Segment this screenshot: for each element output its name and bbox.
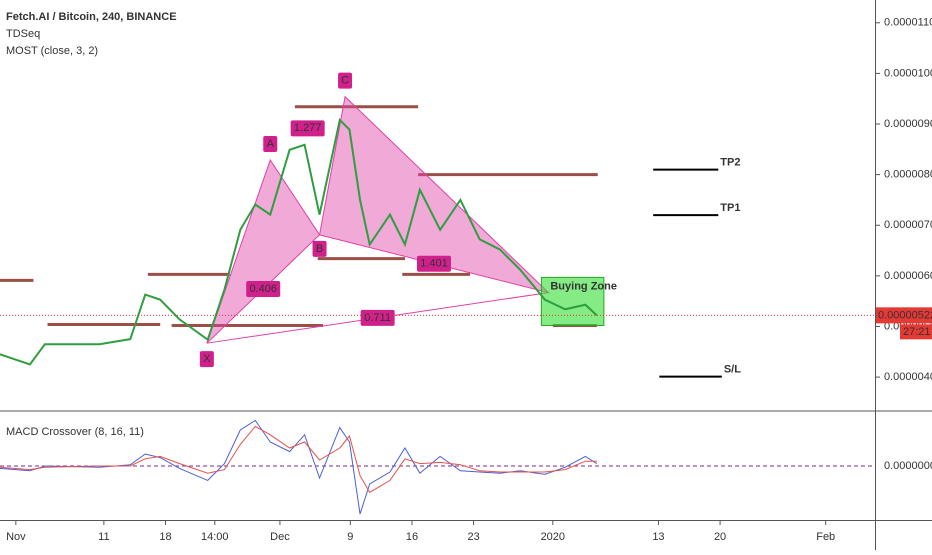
y-tick-label: 0.00000700 xyxy=(884,219,932,231)
y-tick-label: 0.00000900 xyxy=(884,118,932,130)
ratio-box xyxy=(360,309,395,326)
buying-zone xyxy=(540,276,605,326)
last-price-box xyxy=(876,307,932,324)
indicator-label: MOST (close, 3, 2) xyxy=(6,45,98,57)
x-tick-label: 13 xyxy=(652,531,664,543)
ratio-box xyxy=(246,281,281,298)
y-tick-label: 0.00001000 xyxy=(884,67,932,79)
x-tick-label: Feb xyxy=(816,531,835,543)
ratio-box xyxy=(290,120,325,137)
y-tick-label: 0.00001100 xyxy=(884,17,932,29)
target-label: TP2 xyxy=(720,156,740,168)
macd-line xyxy=(0,419,598,515)
macd-title: MACD Crossover (8, 16, 11) xyxy=(6,426,144,438)
last-price-label: 0.00000522 xyxy=(878,309,932,321)
x-tick-label: 14:00 xyxy=(201,531,229,543)
x-tick-label: Nov xyxy=(6,531,26,543)
y-tick-label: 0.00000400 xyxy=(884,371,932,383)
x-tick-label: 20 xyxy=(714,531,726,543)
macd-line xyxy=(0,425,597,494)
ratio-label: 0.406 xyxy=(249,283,277,295)
x-tick-label: 11 xyxy=(98,531,109,543)
y-tick-label: 0.00000000 xyxy=(884,460,932,472)
x-tick-label: Dec xyxy=(270,531,290,543)
countdown: 27:21 xyxy=(903,326,931,338)
target-label: TP1 xyxy=(720,202,740,214)
point-label: B xyxy=(316,243,323,255)
point-label-box xyxy=(199,351,214,368)
x-tick-label: 18 xyxy=(159,531,171,543)
point-label: A xyxy=(267,138,275,150)
chart-title: Fetch.AI / Bitcoin, 240, BINANCE xyxy=(6,11,177,23)
indicator-label: TDSeq xyxy=(6,28,40,40)
countdown-box xyxy=(900,324,932,340)
point-label: X xyxy=(203,353,211,365)
x-tick-label: 2020 xyxy=(541,531,565,543)
point-label-box xyxy=(312,240,327,257)
ratio-label: 1.401 xyxy=(420,258,448,270)
point-label-box xyxy=(263,135,278,152)
x-tick-label: 16 xyxy=(406,531,418,543)
y-tick-label: 0.00000600 xyxy=(884,270,932,282)
point-label: C xyxy=(341,75,349,87)
ratio-label: 1.277 xyxy=(294,122,322,134)
y-tick-label: 0.00000800 xyxy=(884,169,932,181)
point-label-box xyxy=(338,72,353,89)
target-label: S/L xyxy=(724,363,741,375)
price-line xyxy=(0,117,598,366)
zone-label: Buying Zone xyxy=(550,280,617,292)
x-tick-label: 23 xyxy=(467,531,479,543)
ratio-box xyxy=(416,255,451,272)
x-tick-label: 9 xyxy=(347,531,353,543)
ratio-label: 0.711 xyxy=(364,312,391,324)
